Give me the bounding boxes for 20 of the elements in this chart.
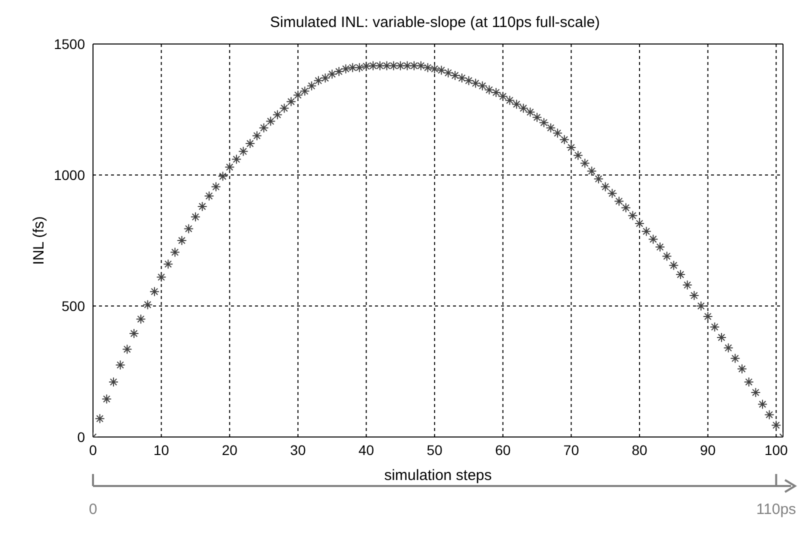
- y-tick-label: 500: [62, 298, 86, 314]
- x-tick-label: 90: [700, 442, 716, 458]
- x2-tick-label: 110ps: [756, 501, 796, 518]
- x-tick-label: 70: [563, 442, 580, 458]
- x-tick-label: 0: [89, 442, 98, 458]
- y-tick-label: 0: [77, 428, 86, 445]
- x-tick-label: 50: [426, 442, 443, 458]
- y-axis-title: INL (fs): [30, 216, 48, 265]
- x-tick-label: 80: [632, 442, 648, 458]
- y-tick-label: 1500: [54, 36, 86, 52]
- x2-tick-label: 0: [88, 501, 98, 518]
- x-tick-label: 100: [764, 442, 788, 458]
- x-tick-label: 30: [290, 442, 306, 458]
- x-tick-label: 20: [222, 442, 238, 458]
- y-tick-label: 1000: [54, 166, 86, 183]
- x-tick-label: 60: [495, 442, 511, 458]
- x-axis-title: simulation steps: [384, 467, 492, 484]
- chart-title: Simulated INL: variable-slope (at 110ps full-scale): [269, 14, 601, 31]
- x-tick-label: 10: [154, 442, 170, 458]
- x-tick-label: 40: [358, 442, 374, 458]
